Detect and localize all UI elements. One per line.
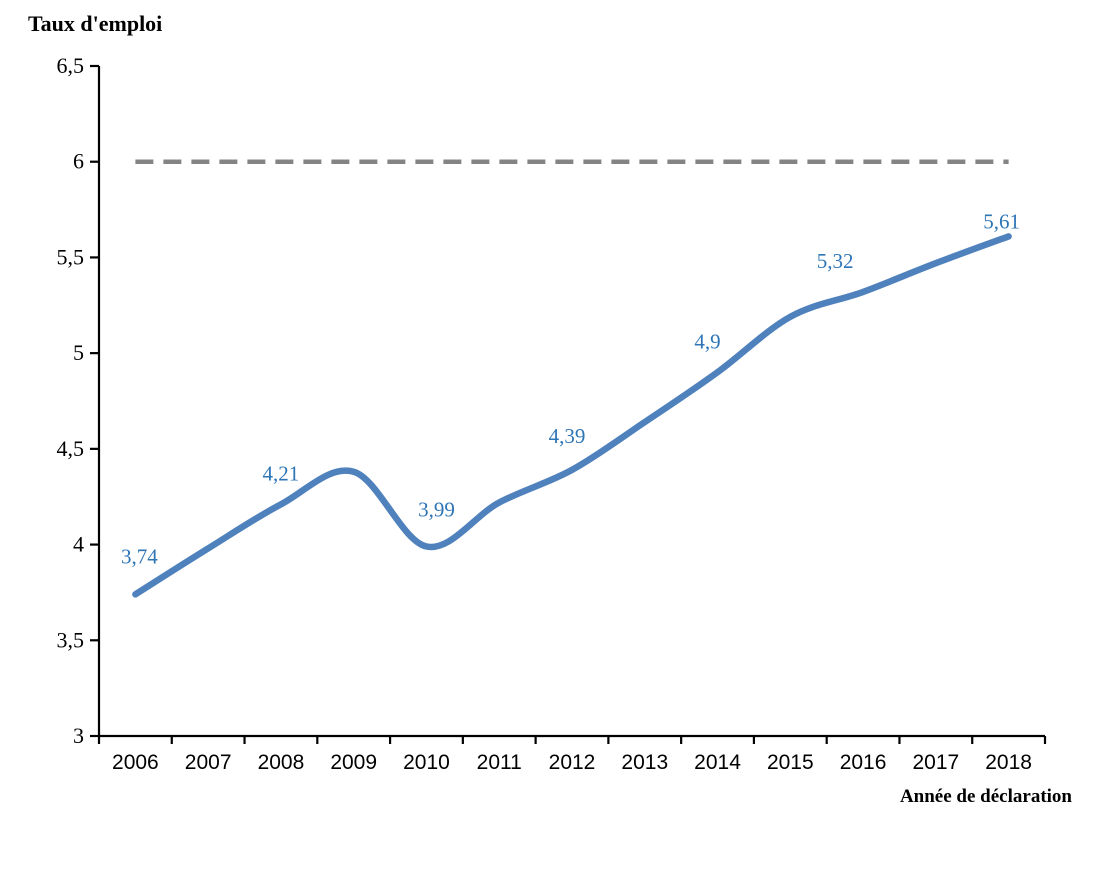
data-labels: 3,74 4,21 3,99 4,39 4,9 5,32 5,61 (121, 209, 1020, 568)
axis-lines (97, 66, 1045, 738)
y-tick-label: 6 (73, 149, 84, 174)
series-line (132, 233, 1012, 598)
x-tick-label: 2008 (258, 751, 305, 774)
data-label: 4,39 (549, 424, 586, 448)
x-tick-label: 2007 (185, 751, 232, 774)
y-tick-label: 4,5 (57, 436, 85, 461)
data-label: 3,74 (121, 544, 158, 568)
x-axis-title: Année de déclaration (899, 786, 1072, 807)
y-tick-label: 5,5 (57, 244, 85, 269)
y-tick-label: 5 (73, 340, 84, 365)
y-tick-label: 4 (73, 532, 84, 557)
x-tick-label: 2009 (330, 751, 377, 774)
x-axis: 2006 2007 2008 2009 2010 2011 2012 2013 2014 2015… (97, 736, 1047, 774)
chart-title: Taux d'emploi (28, 11, 163, 36)
data-label: 5,61 (983, 209, 1020, 233)
data-label: 3,99 (418, 497, 455, 521)
x-tick-label: 2006 (112, 751, 159, 774)
y-axis: 3 3,5 4 4,5 5 5,5 6 6,5 (57, 53, 99, 748)
x-tick-label: 2016 (840, 751, 887, 774)
x-tick-label: 2014 (694, 751, 741, 774)
data-label: 4,9 (694, 329, 720, 353)
data-label: 4,21 (263, 461, 300, 485)
data-label: 5,32 (817, 249, 854, 273)
x-tick-label: 2012 (549, 751, 596, 774)
x-tick-label: 2017 (912, 751, 959, 774)
x-tick-label: 2013 (621, 751, 668, 774)
x-tick-label: 2011 (477, 751, 522, 774)
y-tick-label: 6,5 (57, 53, 85, 78)
x-tick-label: 2010 (403, 751, 450, 774)
x-tick-label: 2015 (767, 751, 814, 774)
x-tick-label: 2018 (985, 751, 1032, 774)
y-tick-label: 3,5 (57, 627, 85, 652)
y-tick-label: 3 (73, 723, 84, 748)
